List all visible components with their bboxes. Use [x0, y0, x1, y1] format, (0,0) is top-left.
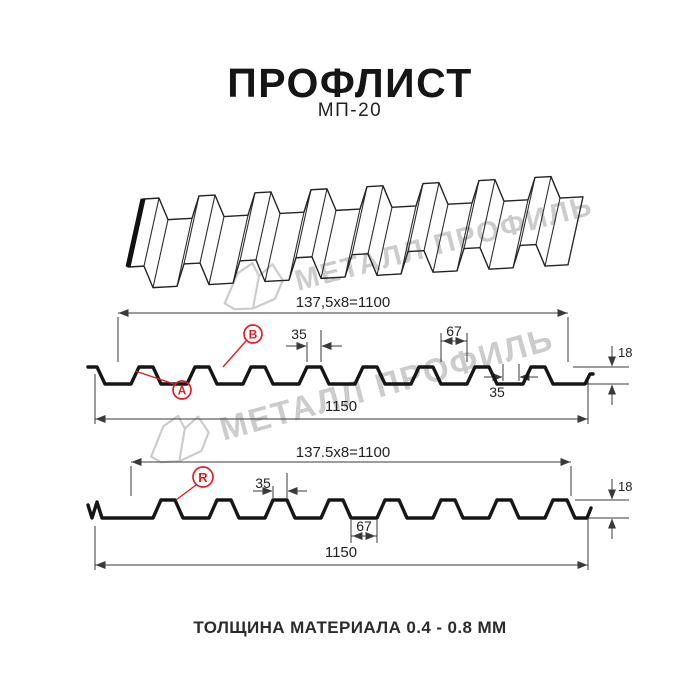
callout-r-letter: R — [198, 470, 208, 485]
watermark-text: МЕТАЛЛ ПРОФИЛЬ — [292, 190, 597, 298]
dim-label-overall-1150: 1150 — [325, 398, 357, 415]
callout-b-leader — [222, 340, 247, 368]
section2-dimension-lines — [94, 458, 629, 570]
section2-dimension-labels: 137.5x8=1100 35 67 18 1150 — [255, 444, 632, 561]
metall-profil-logo-icon — [149, 414, 210, 464]
callout-a-circle — [172, 380, 192, 400]
dim-label-rib-top-35: 35 — [255, 475, 271, 491]
callout-b-circle — [243, 324, 263, 344]
product-model: МП-20 — [317, 100, 383, 121]
section1-profile-outline — [86, 365, 595, 386]
callout-r-leader — [175, 484, 197, 501]
section2-profile-outline — [86, 498, 593, 520]
callout-r-circle — [192, 466, 214, 488]
dim-label-rib-bottom-35: 35 — [489, 384, 505, 400]
dim-label-overall-1150: 1150 — [325, 544, 357, 561]
watermark-layer: МЕТАЛЛ ПРОФИЛЬ МЕТАЛЛ ПРОФИЛЬ — [149, 190, 597, 464]
section1-dimension-labels: 137,5x8=1100 35 67 18 35 1150 — [291, 294, 632, 415]
callout-a-leader — [134, 370, 175, 385]
callout-a-letter: A — [178, 384, 187, 398]
dim-label-height-18: 18 — [618, 479, 632, 494]
callout-b-letter: B — [249, 328, 258, 342]
dim-label-flat-67: 67 — [356, 518, 372, 534]
metall-profil-logo-icon — [223, 262, 284, 311]
section1-dimension-lines — [94, 309, 629, 424]
dim-label-flat-67: 67 — [446, 323, 462, 339]
dim-label-rib-top-35: 35 — [291, 326, 307, 342]
dim-label-height-18: 18 — [618, 345, 632, 360]
callout-layer: A B R — [134, 324, 263, 501]
perspective-sheet-view — [125, 175, 584, 289]
dim-label-width-formula: 137,5x8=1100 — [296, 294, 390, 311]
dim-label-width-formula: 137.5x8=1100 — [296, 444, 390, 461]
page-title: ПРОФЛИСТ — [227, 60, 473, 106]
material-thickness-note: ТОЛЩИНА МАТЕРИАЛА 0.4 - 0.8 ММ — [193, 618, 507, 637]
